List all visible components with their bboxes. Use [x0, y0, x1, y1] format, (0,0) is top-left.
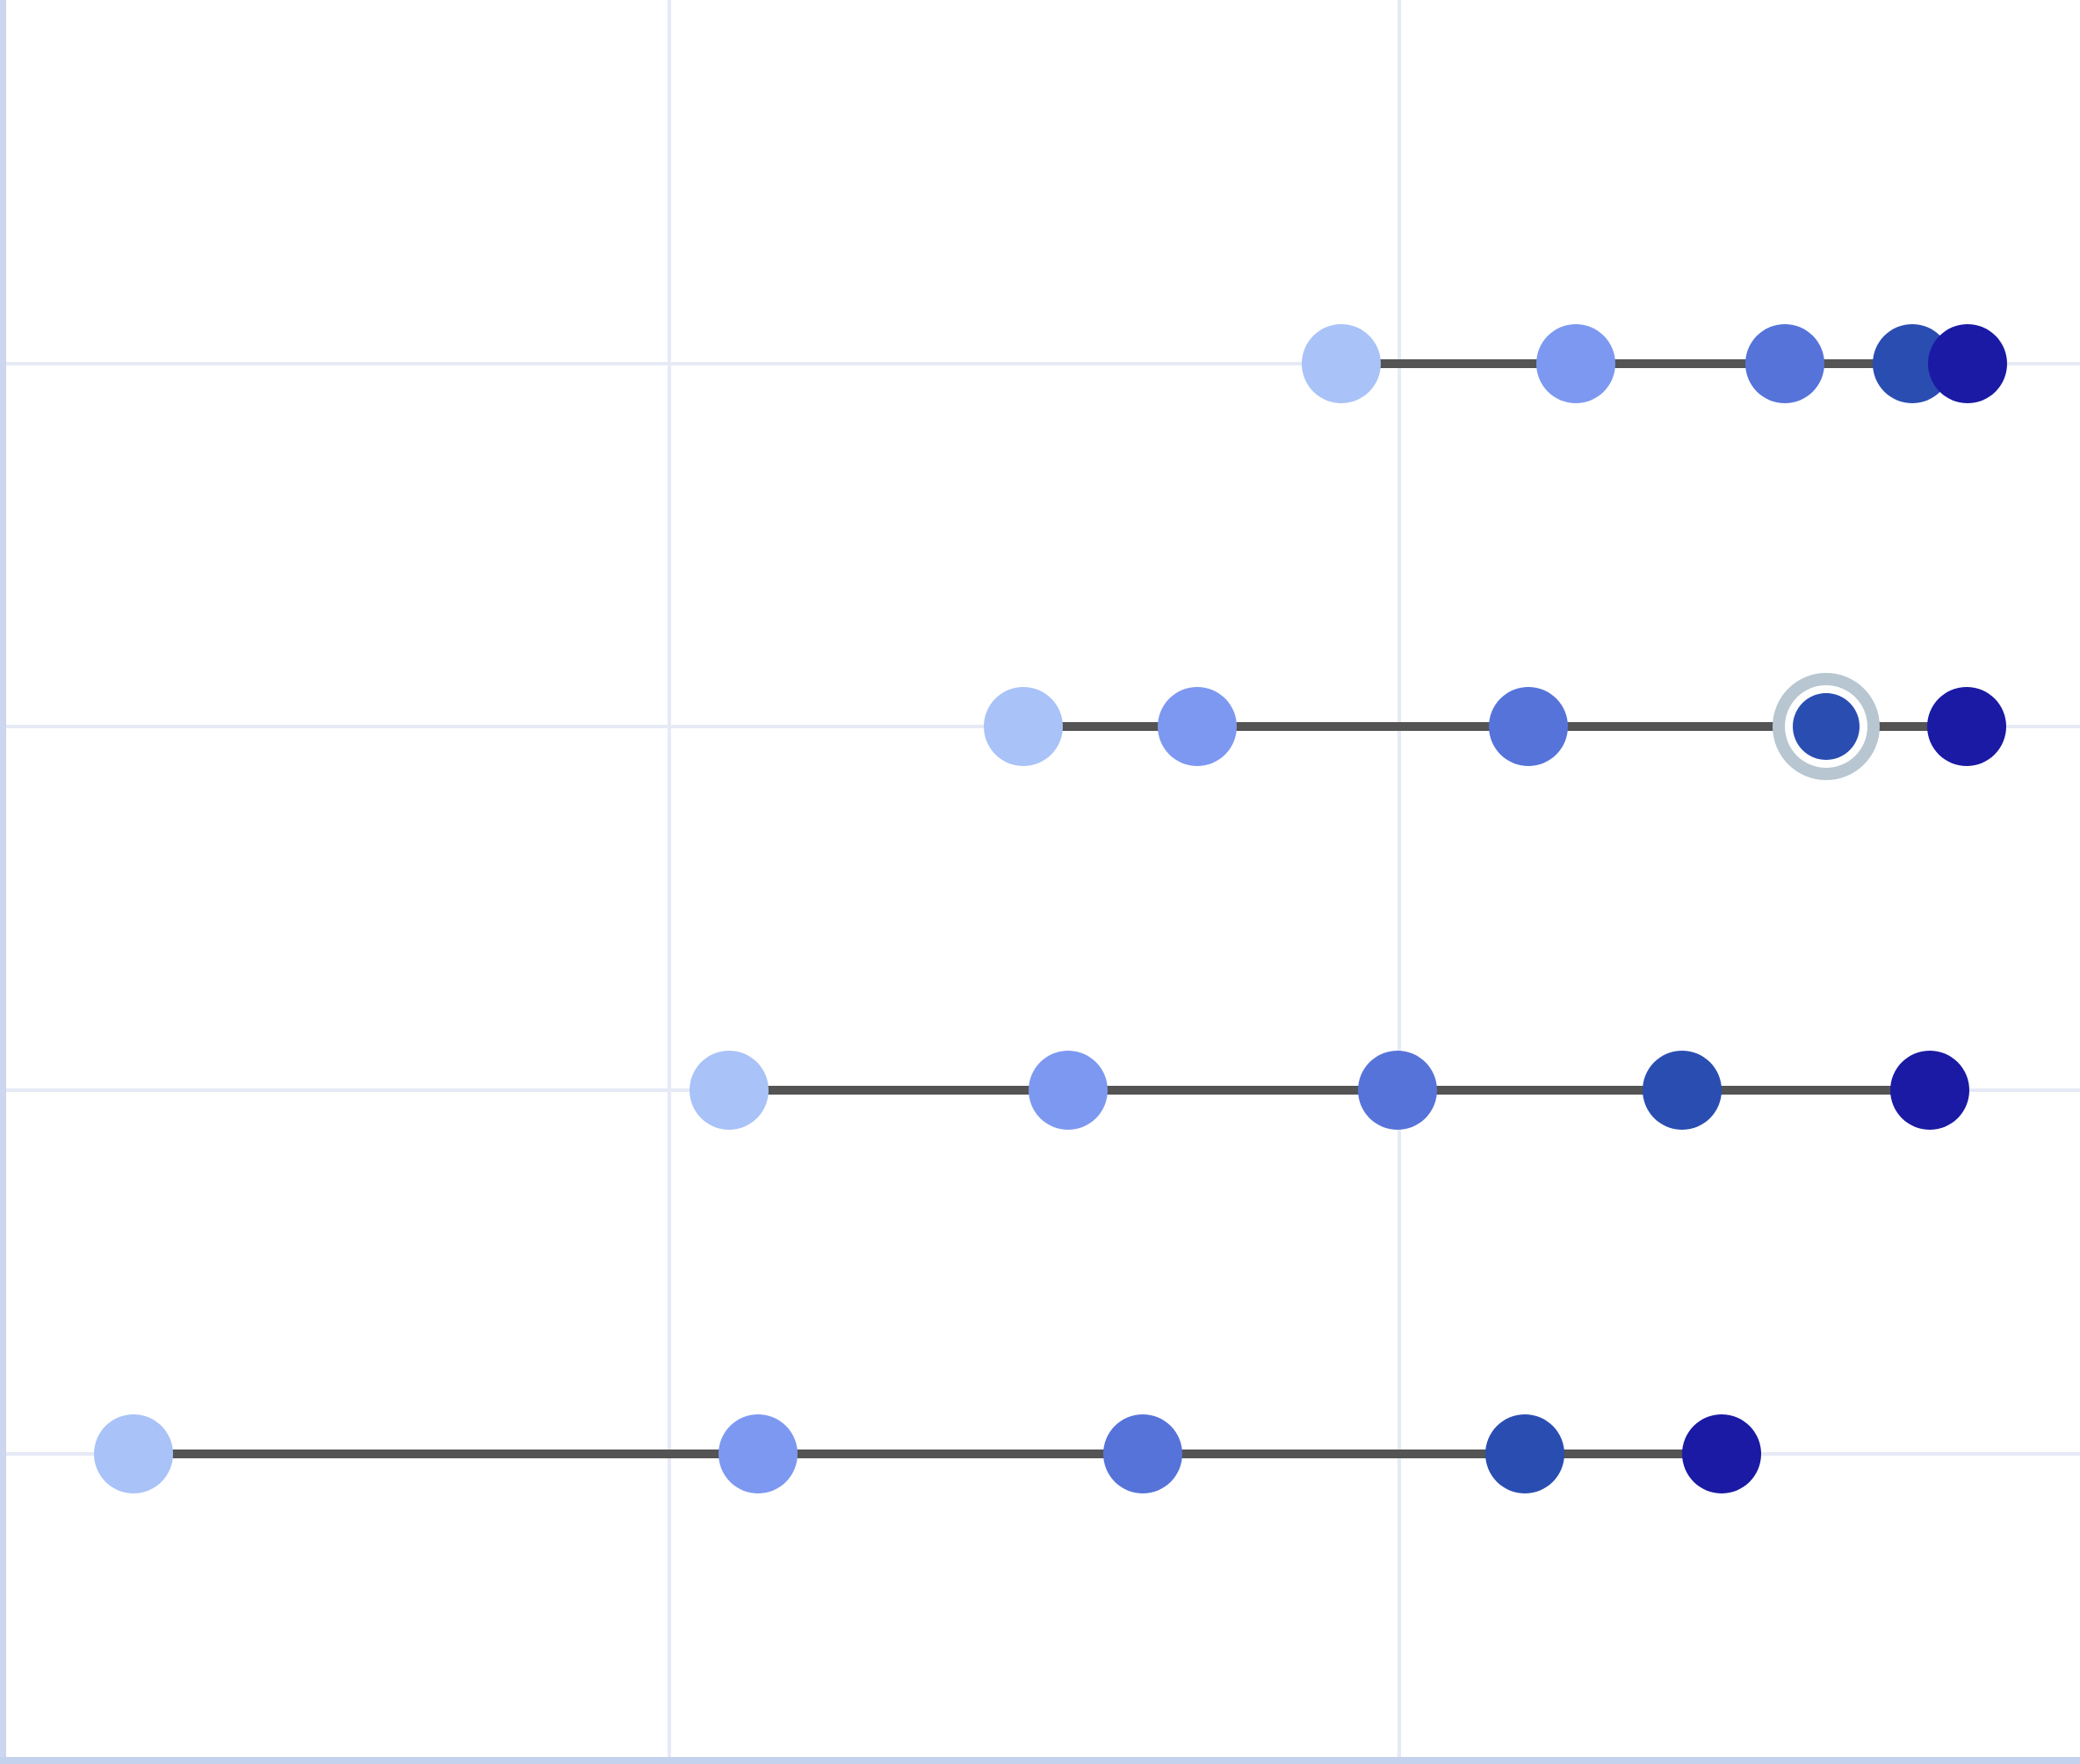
- connector-line: [729, 1086, 1930, 1095]
- data-point-selected[interactable]: [1793, 693, 1860, 760]
- data-point[interactable]: [1927, 687, 2006, 766]
- data-point[interactable]: [1358, 1051, 1437, 1130]
- data-point[interactable]: [1029, 1051, 1108, 1130]
- data-point[interactable]: [1158, 687, 1237, 766]
- connector-line: [134, 1450, 1722, 1458]
- y-axis-line: [0, 0, 6, 1764]
- vertical-gridline: [668, 0, 671, 1764]
- data-point[interactable]: [1103, 1414, 1182, 1493]
- data-point[interactable]: [1745, 324, 1824, 403]
- x-axis-line: [0, 1757, 2080, 1764]
- data-point[interactable]: [690, 1051, 769, 1130]
- data-point[interactable]: [1485, 1414, 1564, 1493]
- data-point[interactable]: [94, 1414, 173, 1493]
- data-point[interactable]: [1643, 1051, 1722, 1130]
- data-point[interactable]: [1682, 1414, 1761, 1493]
- data-point[interactable]: [1928, 324, 2007, 403]
- data-point[interactable]: [984, 687, 1063, 766]
- data-point[interactable]: [1302, 324, 1381, 403]
- connector-line: [1341, 359, 1968, 368]
- data-point[interactable]: [719, 1414, 798, 1493]
- data-point[interactable]: [1890, 1051, 1969, 1130]
- data-point[interactable]: [1489, 687, 1568, 766]
- vertical-gridline: [1398, 0, 1401, 1764]
- data-point[interactable]: [1536, 324, 1615, 403]
- horizontal-gridline: [0, 362, 2080, 365]
